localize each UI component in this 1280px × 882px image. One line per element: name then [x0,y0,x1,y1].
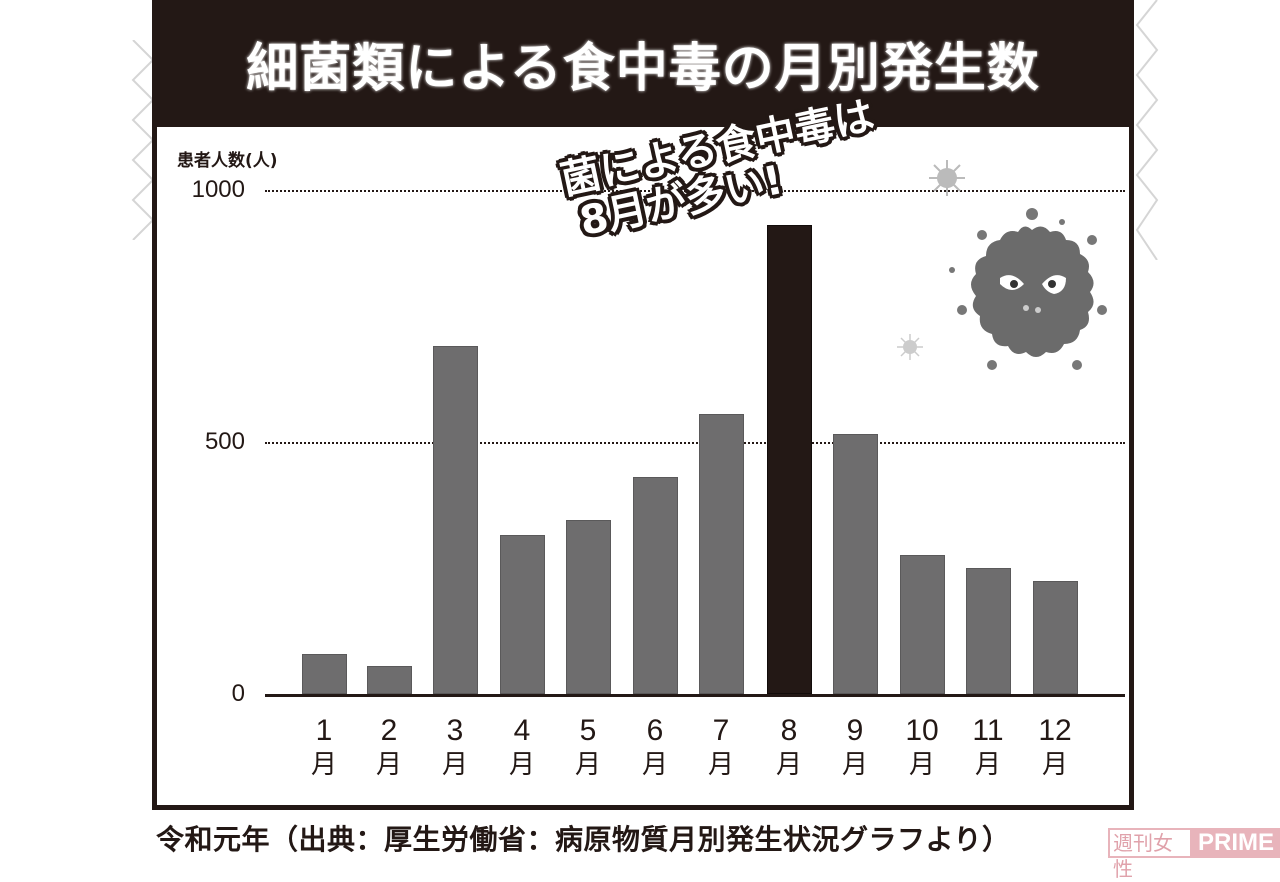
bar-9 [833,434,878,694]
gridline-1000 [265,190,1125,192]
x-tick-number: 7 [712,714,730,747]
x-tick-number: 4 [513,714,531,747]
y-axis-label: 患者人数(人) [177,151,278,171]
decorative-scribble-right [1135,0,1159,260]
gridline-500 [265,442,1125,444]
bar-4 [500,535,545,694]
x-tick-unit: 月 [375,749,402,779]
x-tick-label: 11 月 [963,714,1013,780]
x-tick-unit: 月 [574,749,601,779]
watermark-jp: 週刊女性 [1108,828,1192,881]
small-germ-icon [929,160,965,196]
publisher-watermark: 週刊女性 PRIME [1108,828,1280,881]
x-tick-number: 12 [1038,714,1072,747]
x-tick-unit: 月 [707,749,734,779]
x-tick-unit: 月 [508,749,535,779]
watermark-en: PRIME [1191,828,1280,858]
bar-2 [367,666,412,694]
bar-8 [767,225,812,694]
x-tick-unit: 月 [1041,749,1068,779]
x-tick-number: 9 [846,714,864,747]
bar-1 [302,653,347,694]
x-tick-label: 10 月 [897,714,947,780]
source-caption: 令和元年（出典：厚生労働省：病原物質月別発生状況グラフより） [156,823,1011,856]
germ-mascot-icon [949,208,1107,370]
bar-3 [433,346,478,694]
x-tick-unit: 月 [841,749,868,779]
x-tick-unit: 月 [775,749,802,779]
chart-title: 細菌類による食中毒の月別発生数 [246,39,1040,99]
bar-11 [966,568,1011,694]
y-tick-0: 0 [231,680,245,707]
bar-6 [633,477,678,694]
y-tick-1000: 1000 [191,176,245,203]
x-tick-number: 3 [446,714,464,747]
x-tick-number: 2 [380,714,398,747]
x-tick-unit: 月 [310,749,337,779]
x-tick-unit: 月 [641,749,668,779]
x-tick-number: 6 [646,714,664,747]
x-tick-number: 11 [972,714,1004,747]
x-tick-number: 8 [780,714,798,747]
x-tick-unit: 月 [908,749,935,779]
small-germ-icon-2 [897,334,923,360]
x-tick-number: 5 [579,714,597,747]
bar-5 [566,520,611,694]
y-tick-500: 500 [204,428,245,455]
x-tick-label: 12 月 [1030,714,1080,780]
x-tick-number: 10 [905,714,939,747]
x-tick-unit: 月 [441,749,468,779]
bar-12 [1033,580,1078,694]
bar-10 [900,555,945,694]
x-tick-unit: 月 [974,749,1001,779]
bar-7 [699,414,744,694]
x-tick-number: 1 [315,714,333,747]
title-bar: 細菌類による食中毒の月別発生数 [157,0,1129,127]
x-axis-baseline [265,694,1125,697]
